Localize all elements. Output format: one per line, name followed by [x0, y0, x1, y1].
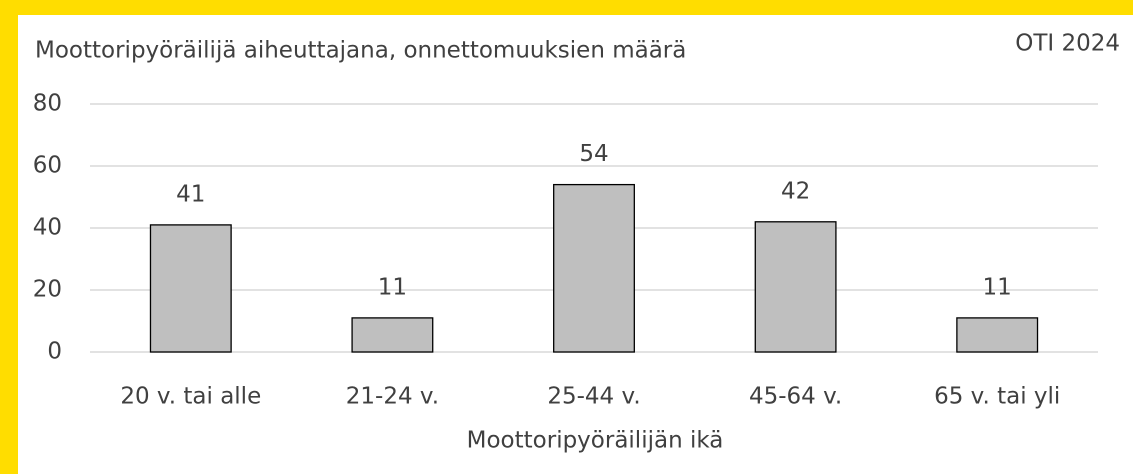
- y-tick-label: 80: [33, 91, 62, 117]
- x-axis-label: Moottoripyöräilijän ikä: [467, 428, 724, 454]
- data-label: 11: [378, 274, 407, 300]
- x-tick-label: 45-64 v.: [749, 384, 842, 410]
- x-tick-label: 65 v. tai yli: [934, 384, 1060, 410]
- bar: [553, 183, 635, 353]
- data-label: 11: [983, 274, 1012, 300]
- data-label: 42: [781, 178, 810, 204]
- bar: [754, 221, 837, 353]
- source: OTI 2024: [1015, 31, 1120, 57]
- bar: [149, 224, 232, 353]
- x-tick-label: 25-44 v.: [547, 384, 640, 410]
- bar: [956, 317, 1039, 353]
- data-label: 54: [579, 141, 608, 167]
- data-label: 41: [176, 181, 205, 207]
- bar: [351, 317, 434, 353]
- x-tick-label: 21-24 v.: [346, 384, 439, 410]
- x-tick-label: 20 v. tai alle: [120, 384, 261, 410]
- chart-title: Moottoripyöräilijä aiheuttajana, onnetto…: [35, 38, 686, 64]
- y-tick-label: 20: [33, 277, 62, 303]
- y-tick-label: 40: [33, 215, 62, 241]
- y-tick-label: 60: [33, 153, 62, 179]
- y-tick-label: 0: [47, 339, 62, 365]
